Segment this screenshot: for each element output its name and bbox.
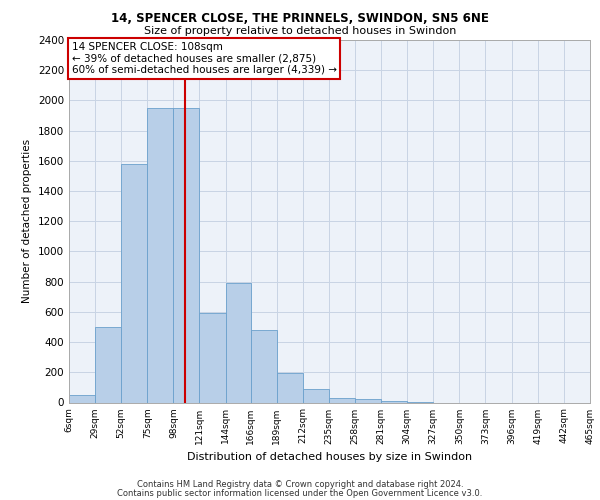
Bar (251, 330, 277, 402)
Bar (121, 164, 147, 402)
Bar (355, 398, 381, 402)
Bar (69, 395, 95, 402)
Text: 14 SPENCER CLOSE: 108sqm
← 39% of detached houses are smaller (2,875)
60% of sem: 14 SPENCER CLOSE: 108sqm ← 39% of detach… (71, 42, 337, 75)
Text: Contains HM Land Registry data © Crown copyright and database right 2024.: Contains HM Land Registry data © Crown c… (137, 480, 463, 489)
X-axis label: Distribution of detached houses by size in Swindon: Distribution of detached houses by size … (187, 452, 472, 462)
Bar (226, 283, 251, 403)
Text: 14, SPENCER CLOSE, THE PRINNELS, SWINDON, SN5 6NE: 14, SPENCER CLOSE, THE PRINNELS, SWINDON… (111, 12, 489, 26)
Bar (277, 373, 303, 402)
Bar (329, 398, 355, 402)
Bar (95, 327, 121, 402)
Text: Contains public sector information licensed under the Open Government Licence v3: Contains public sector information licen… (118, 488, 482, 498)
Bar (173, 108, 199, 403)
Text: Size of property relative to detached houses in Swindon: Size of property relative to detached ho… (144, 26, 456, 36)
Bar (381, 401, 407, 402)
Y-axis label: Number of detached properties: Number of detached properties (22, 139, 32, 304)
Bar (147, 108, 173, 403)
Bar (303, 389, 329, 402)
Bar (199, 314, 226, 402)
